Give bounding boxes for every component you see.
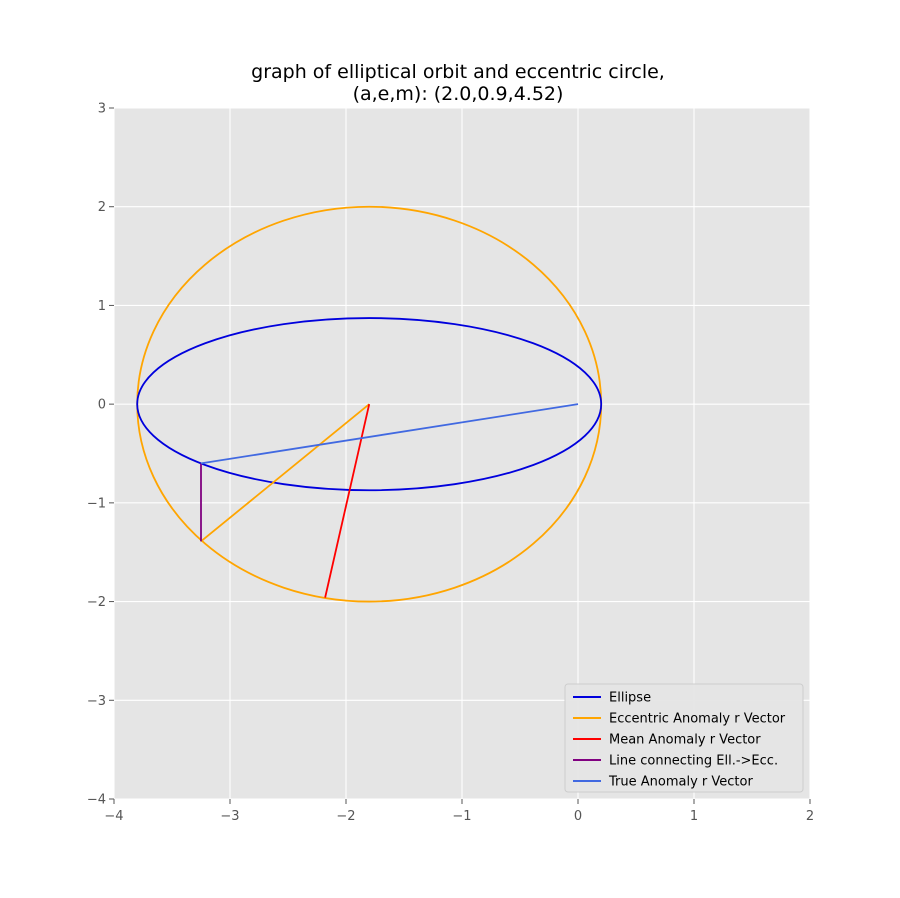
legend-label: Line connecting Ell.->Ecc.: [609, 754, 778, 769]
y-tick-label: 1: [98, 299, 106, 314]
series-mean-anomaly-r-vector: [324, 403, 371, 598]
legend-box: [564, 683, 804, 793]
x-tick-label: −4: [104, 809, 123, 824]
x-tick-label: 1: [690, 809, 698, 824]
legend-label: True Anomaly r Vector: [608, 775, 753, 790]
legend-label: Eccentric Anomaly r Vector: [609, 712, 786, 727]
x-tick-label: −2: [336, 809, 355, 824]
x-tick-label: 0: [574, 809, 582, 824]
series-true-anomaly-r-vector: [200, 403, 579, 465]
legend-label: Mean Anomaly r Vector: [609, 733, 761, 748]
series-eccentric-anomaly-r-vector: [200, 403, 370, 543]
y-tick-label: 2: [98, 200, 106, 215]
y-tick-label: −3: [87, 694, 106, 709]
x-tick-label: −3: [220, 809, 239, 824]
legend-label: Ellipse: [609, 691, 651, 706]
x-tick-label: −1: [452, 809, 471, 824]
y-tick-label: −2: [87, 595, 106, 610]
y-tick-label: 0: [98, 398, 106, 413]
x-tick-label: 2: [806, 809, 814, 824]
legend: Ellipse Eccentric Anomaly r Vector Mean An…: [564, 683, 804, 793]
series-ellipse: [136, 317, 603, 492]
chart-title: graph of elliptical orbit and eccentric …: [251, 61, 665, 83]
chart-subtitle: (a,e,m): (2.0,0.9,4.52): [353, 83, 564, 105]
y-tick-label: −1: [87, 496, 106, 511]
y-tick-label: 3: [98, 102, 106, 117]
y-tick-label: −4: [87, 793, 106, 808]
plot-area: −4 −3 −2 −1 0 1 2 −4 −3 −2 −1 0 1 2 3: [87, 102, 814, 825]
